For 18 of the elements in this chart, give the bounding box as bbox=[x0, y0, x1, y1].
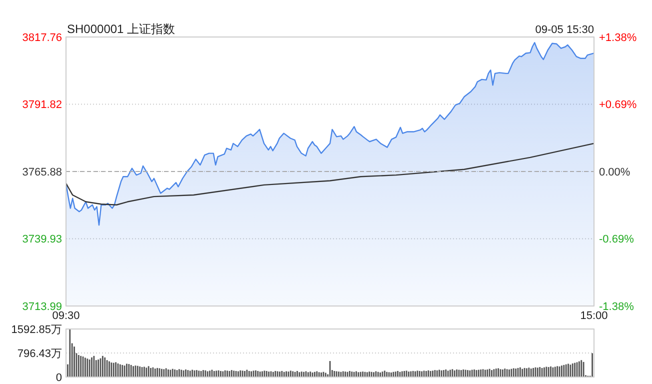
y-tick-label: 3791.82 bbox=[22, 99, 62, 112]
y2-tick-label: +1.38% bbox=[599, 32, 637, 44]
chart-title: SH000001 上证指数 bbox=[67, 22, 176, 36]
line-series bbox=[65, 142, 595, 206]
y-tick-label: 3739.93 bbox=[22, 234, 62, 246]
y2-tick-label: +0.69% bbox=[599, 99, 637, 112]
y-tick-label: 1592.85万 bbox=[11, 324, 62, 336]
y-tick-label: 796.43万 bbox=[17, 348, 62, 360]
y-tick-label: 3713.99 bbox=[22, 300, 62, 313]
y-tick-label: 3817.76 bbox=[22, 32, 62, 44]
x-tick-label: 09:30 bbox=[52, 310, 80, 322]
y-tick-label: 0 bbox=[56, 372, 62, 384]
y2-tick-label: -1.38% bbox=[599, 300, 634, 313]
y2-tick-label: -0.69% bbox=[599, 234, 634, 246]
y2-tick-label: 0.00% bbox=[599, 166, 630, 178]
chart-subtitle: 09-05 15:30 bbox=[535, 24, 594, 36]
x-tick-label: 15:00 bbox=[580, 310, 608, 322]
y-tick-label: 3765.88 bbox=[22, 166, 62, 178]
